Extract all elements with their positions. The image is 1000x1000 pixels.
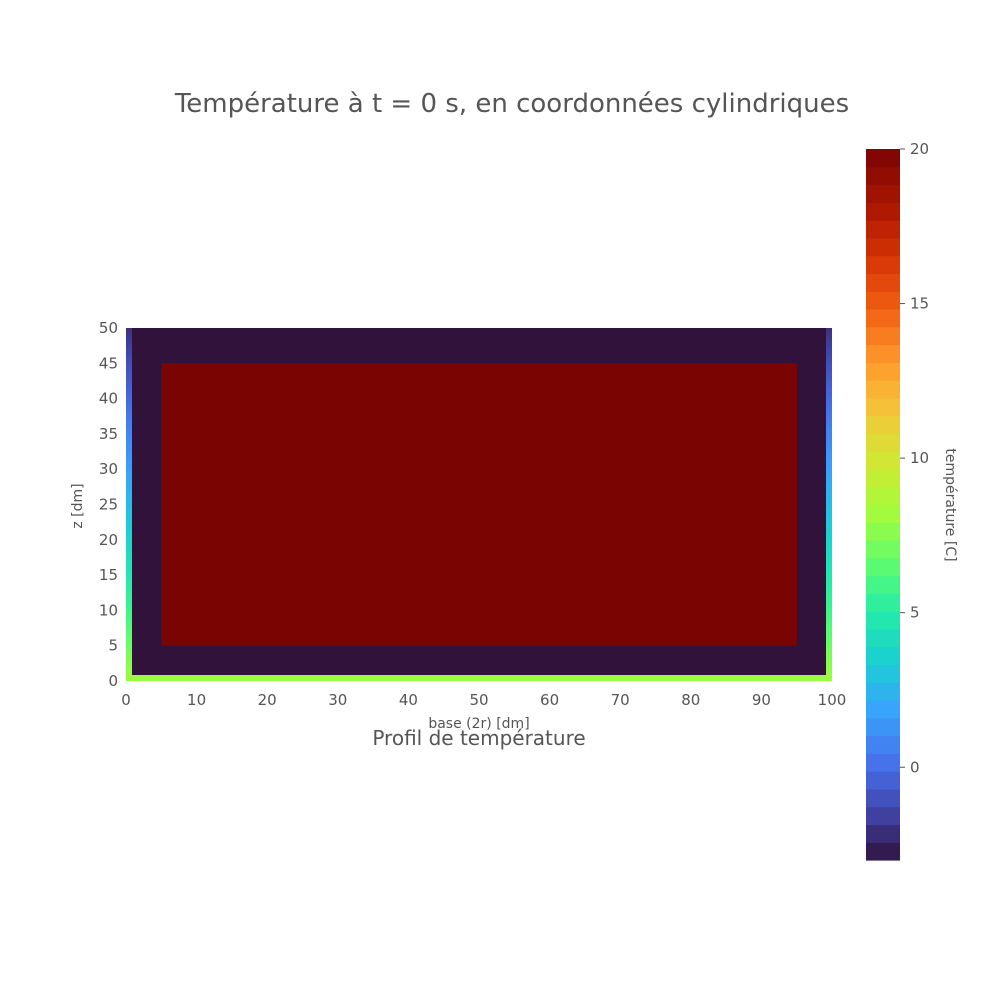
x-axis-label: base (2r) [dm] (428, 716, 529, 732)
y-tick-label: 50 (99, 319, 118, 337)
colorbar-band (866, 344, 900, 363)
y-tick-label: 15 (99, 566, 118, 584)
y-tick-label: 45 (99, 354, 118, 372)
colorbar-band (866, 504, 900, 523)
boundary-bottom (126, 675, 832, 681)
colorbar-band (866, 664, 900, 683)
colorbar-band (866, 451, 900, 470)
colorbar-band (866, 646, 900, 666)
colorbar-ticks: 0 5 10 15 20 (900, 140, 929, 776)
x-tick-label: 10 (187, 691, 206, 709)
colorbar-band (866, 788, 900, 808)
colorbar-band (866, 806, 900, 826)
colorbar-tick-label: 10 (910, 449, 929, 467)
x-tick-label: 20 (258, 691, 277, 709)
heatmap-region-inner (161, 363, 797, 646)
colorbar-band (866, 700, 900, 719)
colorbar-band (866, 717, 900, 737)
colorbar-band (866, 220, 900, 239)
colorbar-band (866, 202, 900, 221)
x-tick-label: 40 (399, 691, 418, 709)
x-tick-label: 60 (540, 691, 559, 709)
colorbar-band (866, 255, 900, 275)
y-axis-ticks: 0 5 10 15 20 25 30 35 40 45 50 (99, 319, 118, 690)
colorbar-band (866, 824, 900, 843)
colorbar-tick-label: 5 (910, 604, 920, 622)
x-tick-label: 100 (818, 691, 847, 709)
colorbar-band (866, 380, 900, 399)
colorbar-band (866, 522, 900, 541)
colorbar-band (866, 273, 900, 292)
x-tick-label: 0 (121, 691, 131, 709)
y-axis-label: z [dm] (70, 483, 86, 528)
y-tick-label: 0 (108, 672, 118, 690)
x-tick-label: 80 (681, 691, 700, 709)
chart-title: Température à t = 0 s, en coordonnées cy… (174, 89, 849, 119)
colorbar-band (866, 415, 900, 434)
colorbar-band (866, 308, 900, 328)
colorbar-band (866, 557, 900, 577)
y-tick-label: 30 (99, 460, 118, 478)
colorbar-band (866, 771, 900, 790)
x-tick-label: 30 (328, 691, 347, 709)
colorbar-band (866, 468, 900, 488)
x-axis-ticks: 0 10 20 30 40 50 60 70 80 90 100 (121, 691, 846, 709)
y-tick-label: 20 (99, 531, 118, 549)
colorbar-band (866, 237, 900, 257)
colorbar-band (866, 735, 900, 754)
colorbar-band (866, 540, 900, 559)
y-tick-label: 35 (99, 425, 118, 443)
x-tick-label: 70 (611, 691, 630, 709)
colorbar-band (866, 149, 900, 168)
colorbar-band (866, 433, 900, 452)
colorbar-band (866, 593, 900, 612)
colorbar-band (866, 166, 900, 186)
colorbar-tick-label: 15 (910, 295, 929, 313)
chart-subtitle: Profil de température (372, 726, 585, 750)
colorbar-band (866, 326, 900, 346)
colorbar-band (866, 753, 900, 772)
colorbar-band (866, 362, 900, 381)
boundary-right (826, 328, 832, 675)
colorbar-band (866, 842, 900, 861)
y-tick-label: 10 (99, 601, 118, 619)
colorbar-band (866, 611, 900, 630)
y-tick-label: 40 (99, 390, 118, 408)
plot-area (126, 328, 832, 681)
y-tick-label: 5 (108, 637, 118, 655)
colorbar (866, 149, 900, 861)
colorbar-band (866, 397, 900, 417)
y-tick-label: 25 (99, 496, 118, 514)
boundary-left (126, 328, 132, 675)
colorbar-band (866, 628, 900, 648)
colorbar-band (866, 486, 900, 506)
colorbar-tick-label: 20 (910, 140, 929, 158)
x-tick-label: 50 (469, 691, 488, 709)
colorbar-band (866, 575, 900, 594)
colorbar-band (866, 682, 900, 701)
colorbar-band (866, 291, 900, 310)
colorbar-label: température [C] (942, 448, 958, 561)
x-tick-label: 90 (752, 691, 771, 709)
colorbar-tick-label: 0 (910, 758, 920, 776)
colorbar-band (866, 184, 900, 203)
